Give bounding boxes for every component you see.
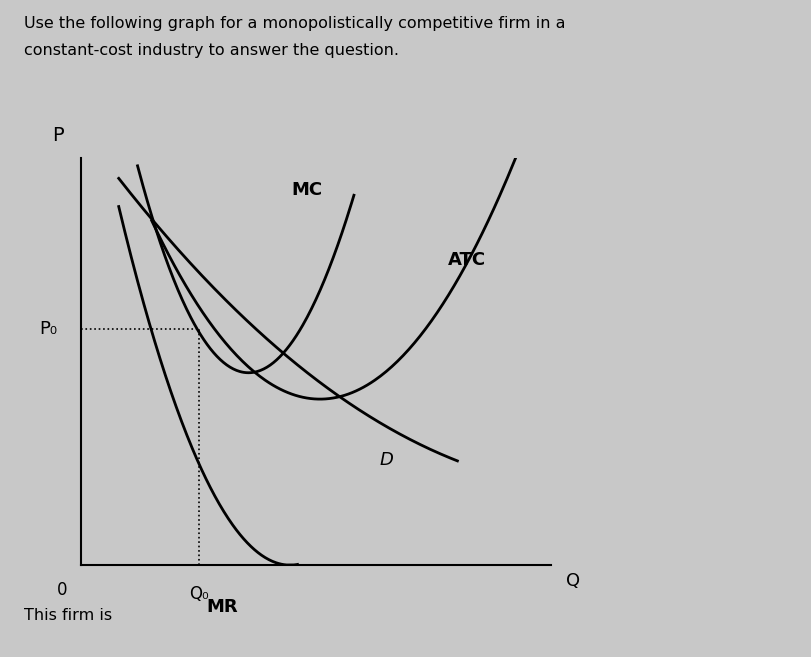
Text: P₀: P₀ — [40, 320, 58, 338]
Text: Use the following graph for a monopolistically competitive firm in a: Use the following graph for a monopolist… — [24, 16, 566, 32]
Text: D: D — [380, 451, 394, 469]
Text: Q₀: Q₀ — [189, 585, 208, 603]
Text: P: P — [52, 126, 63, 145]
Text: 0: 0 — [57, 581, 67, 599]
Text: MC: MC — [291, 181, 323, 199]
Text: ATC: ATC — [448, 250, 486, 269]
Text: MR: MR — [207, 598, 238, 616]
Text: constant-cost industry to answer the question.: constant-cost industry to answer the que… — [24, 43, 399, 58]
Text: Q: Q — [565, 572, 580, 590]
Text: This firm is: This firm is — [24, 608, 113, 623]
